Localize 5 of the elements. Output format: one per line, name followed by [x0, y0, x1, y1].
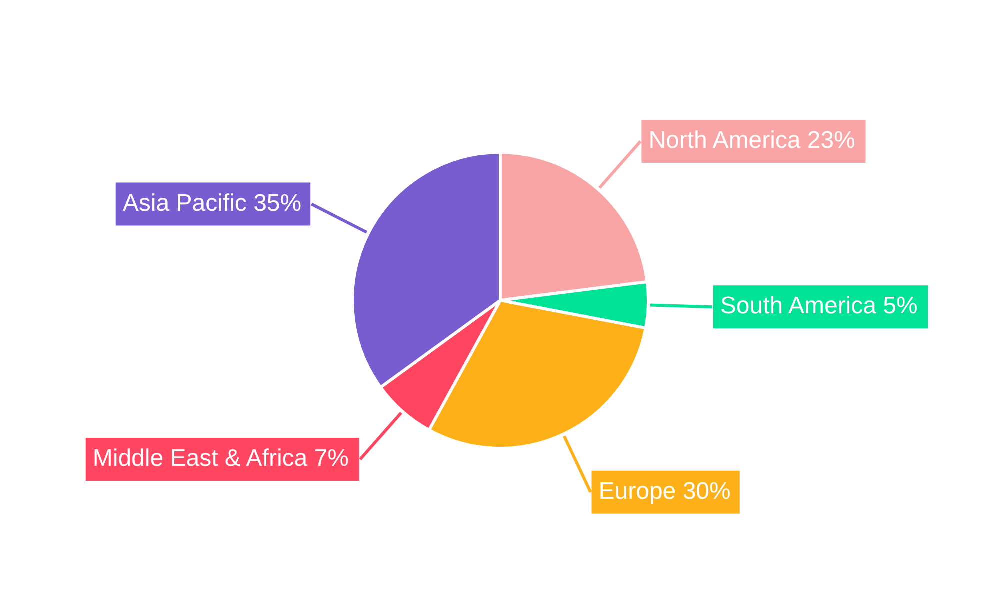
slice-label: North America 23%: [648, 126, 856, 154]
slice-label: Middle East & Africa 7%: [92, 445, 349, 472]
slice-label: South America 5%: [720, 292, 918, 320]
slice-label: Europe 30%: [598, 478, 731, 505]
slice-label: Asia Pacific 35%: [122, 190, 302, 217]
